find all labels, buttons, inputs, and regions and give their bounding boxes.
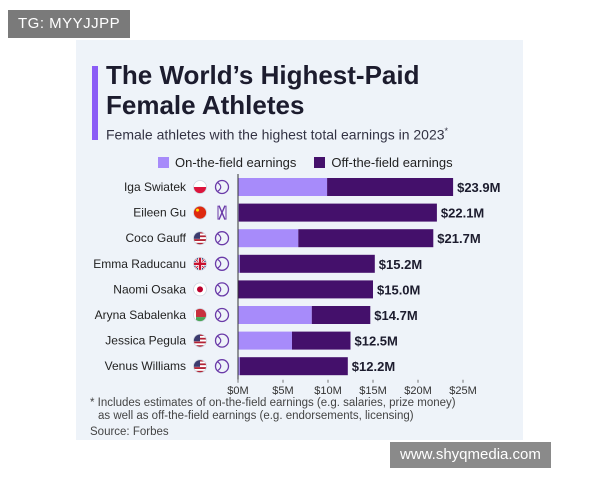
tennis-ball-icon-2 [214, 231, 230, 246]
bar-off-field-2 [298, 229, 434, 248]
subtitle-footnote-mark: * [444, 126, 449, 136]
bar-chart: Iga Swiatek $23.9M Eileen Gu $22.1M Coco Gau… [93, 174, 500, 395]
category-label-0: Iga Swiatek [124, 180, 187, 194]
bar-off-field-3 [239, 254, 375, 273]
category-label-1: Eileen Gu [133, 206, 186, 220]
footnote: * Includes estimates of on-the-field ear… [90, 397, 510, 423]
source-note: Source: Forbes [90, 426, 169, 438]
japan-flag-icon-4 [193, 282, 207, 297]
x-tick-label-3: $15M [359, 385, 387, 395]
total-label-7: $12.2M [352, 359, 395, 374]
bar-on-field-3 [238, 254, 240, 273]
bar-off-field-1 [238, 203, 437, 222]
tennis-ball-icon-5 [214, 307, 230, 323]
total-label-0: $23.9M [457, 180, 500, 195]
category-label-5: Aryna Sabalenka [95, 308, 187, 322]
bar-on-field-7 [238, 357, 240, 376]
x-tick-label-5: $25M [449, 385, 477, 395]
usa-flag-icon-7 [193, 359, 207, 374]
total-label-5: $14.7M [374, 308, 417, 323]
bar-on-field-2 [238, 229, 299, 248]
footnote-line-2: as well as off-the-field earnings (e.g. … [98, 410, 414, 422]
bar-on-field-6 [238, 331, 292, 350]
bar-on-field-5 [238, 306, 312, 324]
usa-flag-icon-6 [193, 333, 207, 348]
x-tick-label-2: $10M [314, 385, 342, 395]
x-tick-label-1: $5M [272, 385, 293, 395]
poland-flag-icon-0 [193, 180, 207, 194]
watermark-bottom: www.shyqmedia.com [390, 442, 551, 468]
tennis-ball-icon-4 [214, 282, 230, 297]
total-label-1: $22.1M [441, 206, 484, 221]
legend-item-on-field: On-the-field earnings [158, 155, 296, 170]
usa-flag-icon-2 [193, 231, 207, 246]
watermark-top: TG: MYYJJPP [8, 10, 131, 38]
legend-label-on-field: On-the-field earnings [175, 155, 297, 170]
total-label-3: $15.2M [379, 257, 422, 272]
footnote-line-1: * Includes estimates of on-the-field ear… [90, 397, 456, 409]
bar-off-field-0 [327, 178, 454, 196]
bar-off-field-5 [311, 306, 371, 324]
category-label-3: Emma Raducanu [93, 257, 186, 271]
tennis-ball-icon-6 [214, 333, 230, 348]
chart-subtitle-text: Female athletes with the highest total e… [106, 126, 445, 143]
bar-off-field-6 [292, 331, 351, 350]
chart-legend: On-the-field earnings Off-the-field earn… [158, 155, 471, 170]
category-label-7: Venus Williams [105, 359, 186, 373]
total-label-6: $12.5M [355, 334, 398, 349]
tennis-ball-icon-0 [214, 179, 230, 195]
category-label-4: Naomi Osaka [113, 282, 186, 296]
bar-off-field-7 [239, 357, 348, 376]
bar-on-field-0 [238, 178, 328, 196]
uk-flag-icon-3 [193, 256, 207, 271]
total-label-2: $21.7M [437, 231, 480, 246]
x-tick-label-0: $0M [227, 385, 248, 395]
chart-title: The World’s Highest-Paid Female Athletes [106, 60, 420, 120]
chart-subtitle: Female athletes with the highest total e… [106, 126, 506, 143]
china-flag-icon-1 [193, 205, 207, 220]
legend-item-off-field: Off-the-field earnings [314, 155, 453, 170]
ski-icon-1 [217, 205, 227, 220]
total-label-4: $15.0M [377, 282, 420, 297]
x-tick-label-4: $20M [404, 385, 432, 395]
tennis-ball-icon-7 [214, 359, 230, 374]
legend-swatch-on-field [158, 157, 169, 168]
legend-swatch-off-field [314, 157, 326, 168]
tennis-ball-icon-3 [214, 256, 230, 271]
title-accent-bar [92, 66, 98, 140]
bar-off-field-4 [238, 280, 373, 299]
category-label-6: Jessica Pegula [105, 334, 186, 348]
category-label-2: Coco Gauff [126, 231, 187, 245]
belarus-flag-icon-5 [193, 308, 207, 322]
legend-label-off-field: Off-the-field earnings [331, 155, 453, 170]
